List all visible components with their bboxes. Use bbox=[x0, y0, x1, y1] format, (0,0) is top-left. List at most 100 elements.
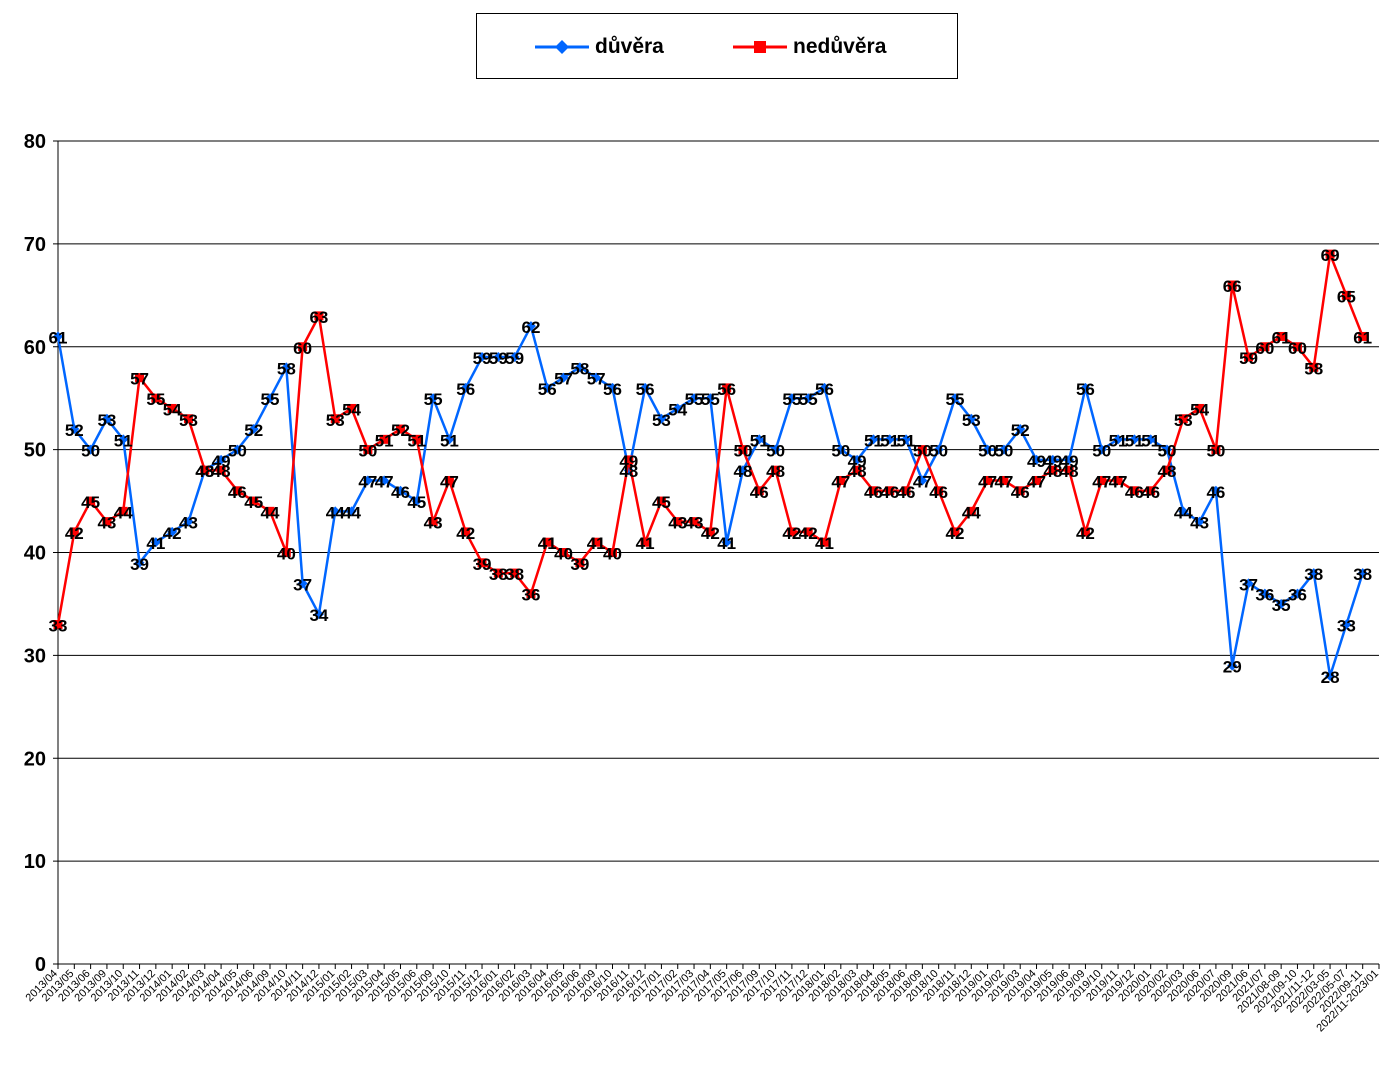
y-tick-label-50: 50 bbox=[24, 440, 46, 462]
point-neduvera-2014-02 bbox=[183, 414, 193, 424]
data-label-neduvera-2014-10: 40 bbox=[277, 545, 296, 564]
data-label-duvera-2017-03: 55 bbox=[685, 390, 704, 409]
point-duvera-2014-12 bbox=[313, 609, 324, 620]
point-neduvera-2018-12 bbox=[966, 506, 976, 516]
data-label-duvera-2016-09: 57 bbox=[587, 370, 606, 389]
point-duvera-2014-11 bbox=[297, 578, 308, 589]
point-duvera-2020-07 bbox=[1210, 485, 1221, 496]
data-label-duvera-2017-10: 50 bbox=[766, 442, 785, 461]
data-label-duvera-2018-02: 50 bbox=[831, 442, 850, 461]
point-neduvera-2020-09 bbox=[1227, 280, 1237, 290]
data-label-duvera-2016-06: 58 bbox=[570, 359, 589, 378]
point-duvera-2013-06 bbox=[85, 444, 96, 455]
data-label-neduvera-2019-02: 47 bbox=[994, 472, 1013, 491]
data-label-neduvera-2018-02: 47 bbox=[831, 472, 850, 491]
point-neduvera-2016-02 bbox=[510, 568, 520, 578]
point-duvera-2019-02 bbox=[998, 444, 1009, 455]
data-label-neduvera-2018-10: 46 bbox=[929, 483, 948, 502]
point-neduvera-2016-01 bbox=[493, 568, 503, 578]
data-label-neduvera-2014-03: 48 bbox=[195, 462, 214, 481]
data-label-neduvera-2013-09: 43 bbox=[97, 514, 116, 533]
data-label-duvera-2016-01: 59 bbox=[489, 349, 508, 368]
data-label-neduvera-2018-05: 46 bbox=[880, 483, 899, 502]
y-tick-label-40: 40 bbox=[24, 543, 46, 565]
data-label-duvera-2022-09-11: 38 bbox=[1353, 565, 1372, 584]
point-neduvera-2019-01 bbox=[983, 475, 993, 485]
point-duvera-2022-09-11 bbox=[1357, 568, 1368, 579]
point-neduvera-2020-02 bbox=[1162, 465, 1172, 475]
data-label-neduvera-2015-12: 39 bbox=[473, 555, 492, 574]
data-label-neduvera-2014-12: 63 bbox=[309, 308, 328, 327]
point-neduvera-2014-04 bbox=[216, 465, 226, 475]
data-label-neduvera-2021-08-09: 61 bbox=[1272, 328, 1291, 347]
point-neduvera-2020-07 bbox=[1211, 445, 1221, 455]
data-label-neduvera-2018-01: 41 bbox=[815, 534, 834, 553]
point-neduvera-2013-11 bbox=[135, 373, 145, 383]
data-label-duvera-2018-06: 51 bbox=[897, 431, 916, 450]
point-neduvera-2020-03 bbox=[1178, 414, 1188, 424]
point-duvera-2020-09 bbox=[1227, 660, 1238, 671]
data-label-duvera-2020-07: 46 bbox=[1206, 483, 1225, 502]
data-label-neduvera-2014-11: 60 bbox=[293, 339, 312, 358]
data-label-neduvera-2016-11: 49 bbox=[619, 452, 638, 471]
data-label-neduvera-2021-06: 59 bbox=[1239, 349, 1258, 368]
legend-entry-duvera: důvěra bbox=[533, 34, 664, 60]
data-label-duvera-2016-04: 56 bbox=[538, 380, 557, 399]
point-neduvera-2019-03 bbox=[1015, 486, 1025, 496]
point-duvera-2014-06 bbox=[248, 424, 259, 435]
point-neduvera-2021-06 bbox=[1244, 352, 1254, 362]
point-duvera-2018-05 bbox=[884, 434, 895, 445]
point-neduvera-2013-09 bbox=[102, 517, 112, 527]
data-label-neduvera-2020-01: 46 bbox=[1141, 483, 1160, 502]
point-duvera-2017-03 bbox=[689, 393, 700, 404]
data-label-duvera-2022-03-05: 28 bbox=[1321, 668, 1340, 687]
data-label-neduvera-2020-09: 66 bbox=[1223, 277, 1242, 296]
point-neduvera-2018-05 bbox=[885, 486, 895, 496]
data-label-neduvera-2015-02: 54 bbox=[342, 400, 361, 419]
point-neduvera-2014-11 bbox=[298, 342, 308, 352]
point-duvera-2020-01 bbox=[1145, 434, 1156, 445]
data-label-duvera-2017-01: 53 bbox=[652, 411, 671, 430]
point-duvera-2018-09 bbox=[917, 475, 928, 486]
data-label-neduvera-2019-12: 46 bbox=[1125, 483, 1144, 502]
point-neduvera-2020-06 bbox=[1195, 403, 1205, 413]
data-label-duvera-2017-02: 54 bbox=[668, 400, 687, 419]
data-label-duvera-2013-04: 61 bbox=[49, 328, 68, 347]
point-duvera-2016-10 bbox=[607, 382, 618, 393]
point-neduvera-2019-02 bbox=[999, 475, 1009, 485]
data-label-neduvera-2018-12: 44 bbox=[962, 503, 981, 522]
data-label-neduvera-2018-03: 48 bbox=[848, 462, 867, 481]
point-neduvera-2016-12 bbox=[640, 537, 650, 547]
point-duvera-2016-06 bbox=[574, 362, 585, 373]
point-duvera-2021-09-10 bbox=[1292, 588, 1303, 599]
point-neduvera-2019-11 bbox=[1113, 475, 1123, 485]
data-label-neduvera-2014-01: 54 bbox=[163, 400, 182, 419]
data-label-duvera-2014-12: 34 bbox=[309, 606, 328, 625]
data-label-duvera-2019-12: 51 bbox=[1125, 431, 1144, 450]
data-label-neduvera-2016-05: 40 bbox=[554, 545, 573, 564]
data-label-neduvera-2014-02: 53 bbox=[179, 411, 198, 430]
point-neduvera-2015-02 bbox=[347, 403, 357, 413]
point-neduvera-2019-06 bbox=[1064, 465, 1074, 475]
point-duvera-2018-11 bbox=[949, 393, 960, 404]
data-label-duvera-2013-11: 39 bbox=[130, 555, 149, 574]
point-neduvera-2016-06 bbox=[575, 558, 585, 568]
legend-label-duvera: důvěra bbox=[595, 35, 664, 58]
data-label-neduvera-2014-09: 44 bbox=[261, 503, 280, 522]
data-label-duvera-2017-09: 51 bbox=[750, 431, 769, 450]
point-neduvera-2016-04 bbox=[542, 537, 552, 547]
data-label-neduvera-2016-02: 38 bbox=[505, 565, 524, 584]
legend: důvěra nedůvěra bbox=[476, 13, 958, 79]
data-label-duvera-2014-02: 43 bbox=[179, 514, 198, 533]
data-label-duvera-2015-05: 46 bbox=[391, 483, 410, 502]
point-neduvera-2014-06 bbox=[249, 496, 259, 506]
point-duvera-2017-02 bbox=[672, 403, 683, 414]
point-duvera-2019-03 bbox=[1015, 424, 1026, 435]
point-neduvera-2017-09 bbox=[754, 486, 764, 496]
data-label-duvera-2015-12: 59 bbox=[473, 349, 492, 368]
data-label-duvera-2015-03: 47 bbox=[358, 472, 377, 491]
point-duvera-2019-04 bbox=[1031, 454, 1042, 465]
point-duvera-2015-09 bbox=[428, 393, 439, 404]
data-label-duvera-2013-09: 53 bbox=[97, 411, 116, 430]
point-neduvera-2016-11 bbox=[624, 455, 634, 465]
